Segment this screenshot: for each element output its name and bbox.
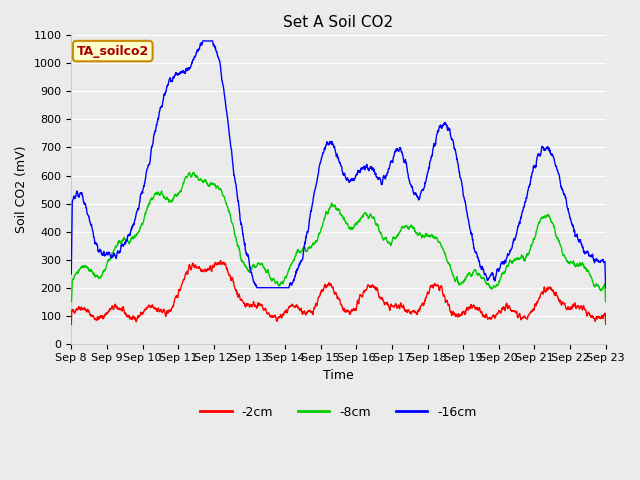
Text: TA_soilco2: TA_soilco2 [77, 45, 149, 58]
Title: Set A Soil CO2: Set A Soil CO2 [284, 15, 394, 30]
X-axis label: Time: Time [323, 369, 354, 382]
Y-axis label: Soil CO2 (mV): Soil CO2 (mV) [15, 146, 28, 233]
Legend: -2cm, -8cm, -16cm: -2cm, -8cm, -16cm [195, 401, 482, 424]
